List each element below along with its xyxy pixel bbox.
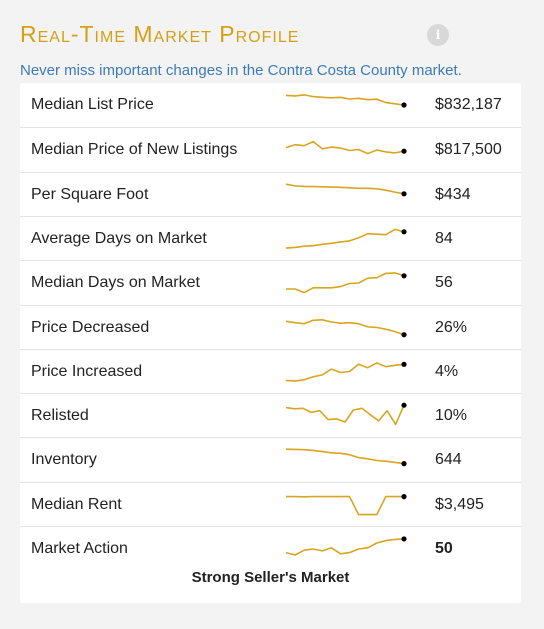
metric-row: Per Square Foot $434 — [20, 171, 521, 216]
trend-sparkline — [285, 228, 407, 249]
metric-label: Per Square Foot — [31, 185, 149, 203]
sparkline-line — [285, 361, 405, 382]
info-icon[interactable]: i — [427, 24, 449, 46]
trend-sparkline — [285, 141, 407, 155]
metric-row: Median Days on Market 56 — [20, 260, 521, 304]
sparkline-endpoint — [401, 493, 407, 499]
metric-label: Market Action — [31, 540, 128, 557]
metric-row: Median List Price $832,187 — [20, 83, 521, 127]
sparkline-endpoint — [401, 461, 407, 467]
sparkline-endpoint — [401, 536, 407, 542]
sparkline-line — [286, 495, 404, 516]
sparkline-line — [285, 141, 405, 155]
metric-value: 10% — [435, 407, 468, 425]
metric-value: 644 — [435, 451, 462, 469]
metric-label: Median Rent — [31, 495, 122, 513]
metric-row: Median Price of New Listings $817,500 — [20, 127, 521, 171]
metric-label: Average Days on Market — [31, 229, 207, 247]
sparkline-endpoint — [401, 190, 407, 196]
sparkline-line — [286, 272, 405, 294]
trend-sparkline — [285, 536, 407, 556]
metric-value: $3,495 — [435, 495, 484, 513]
metric-label: Relisted — [31, 407, 89, 425]
metric-value: $434 — [435, 185, 471, 203]
metric-label: Inventory — [31, 451, 97, 469]
trend-sparkline — [286, 493, 407, 516]
metric-value: 56 — [435, 274, 453, 292]
trend-sparkline — [285, 183, 407, 196]
metric-label: Median Days on Market — [31, 274, 200, 292]
sparkline-endpoint — [401, 402, 407, 408]
metric-value: $832,187 — [435, 96, 502, 113]
sparkline-endpoint — [401, 229, 407, 235]
metric-label: Median List Price — [31, 96, 154, 113]
sparkline-line — [285, 448, 405, 465]
metric-label: Price Increased — [31, 362, 143, 380]
widget-title: Real-Time Market Profile — [20, 21, 300, 47]
metric-label: Price Decreased — [31, 318, 150, 336]
sparkline-line — [285, 318, 405, 335]
metrics-card: Strong Seller's Market Median List Price… — [20, 83, 521, 603]
metric-value: 26% — [435, 318, 468, 336]
sparkline-line — [285, 94, 405, 106]
sparkline-endpoint — [401, 331, 407, 337]
metric-row: Price Decreased 26% — [20, 304, 521, 349]
metric-row: Median Rent $3,495 — [20, 481, 521, 526]
metric-row: Inventory 644 — [20, 437, 521, 481]
sparkline-endpoint — [401, 148, 407, 155]
market-verdict: Strong Seller's Market — [191, 569, 350, 586]
trend-sparkline — [285, 94, 407, 108]
metric-row: Relisted 10% — [20, 393, 521, 437]
sparkline-endpoint — [401, 361, 407, 367]
trend-sparkline — [285, 448, 407, 467]
sparkline-endpoint — [401, 273, 407, 279]
metric-label: Median Price of New Listings — [31, 141, 238, 159]
trend-sparkline — [285, 318, 407, 337]
metric-value: 50 — [435, 540, 453, 557]
trend-sparkline — [285, 361, 407, 382]
widget-subtitle: Never miss important changes in the Cont… — [20, 62, 462, 79]
metric-value: $817,500 — [435, 141, 502, 159]
sparkline-line — [285, 183, 405, 195]
sparkline-line — [285, 538, 405, 556]
sparkline-endpoint — [401, 102, 407, 108]
metric-row: Average Days on Market 84 — [20, 215, 521, 260]
metric-row: Price Increased 4% — [20, 348, 521, 393]
sparkline-line — [285, 228, 405, 249]
metric-value: 84 — [435, 229, 453, 247]
sparkline-line — [285, 404, 405, 426]
metric-value: 4% — [435, 362, 459, 380]
metric-row: Market Action 50 — [20, 526, 521, 570]
trend-sparkline — [285, 402, 407, 426]
trend-sparkline — [286, 272, 407, 294]
